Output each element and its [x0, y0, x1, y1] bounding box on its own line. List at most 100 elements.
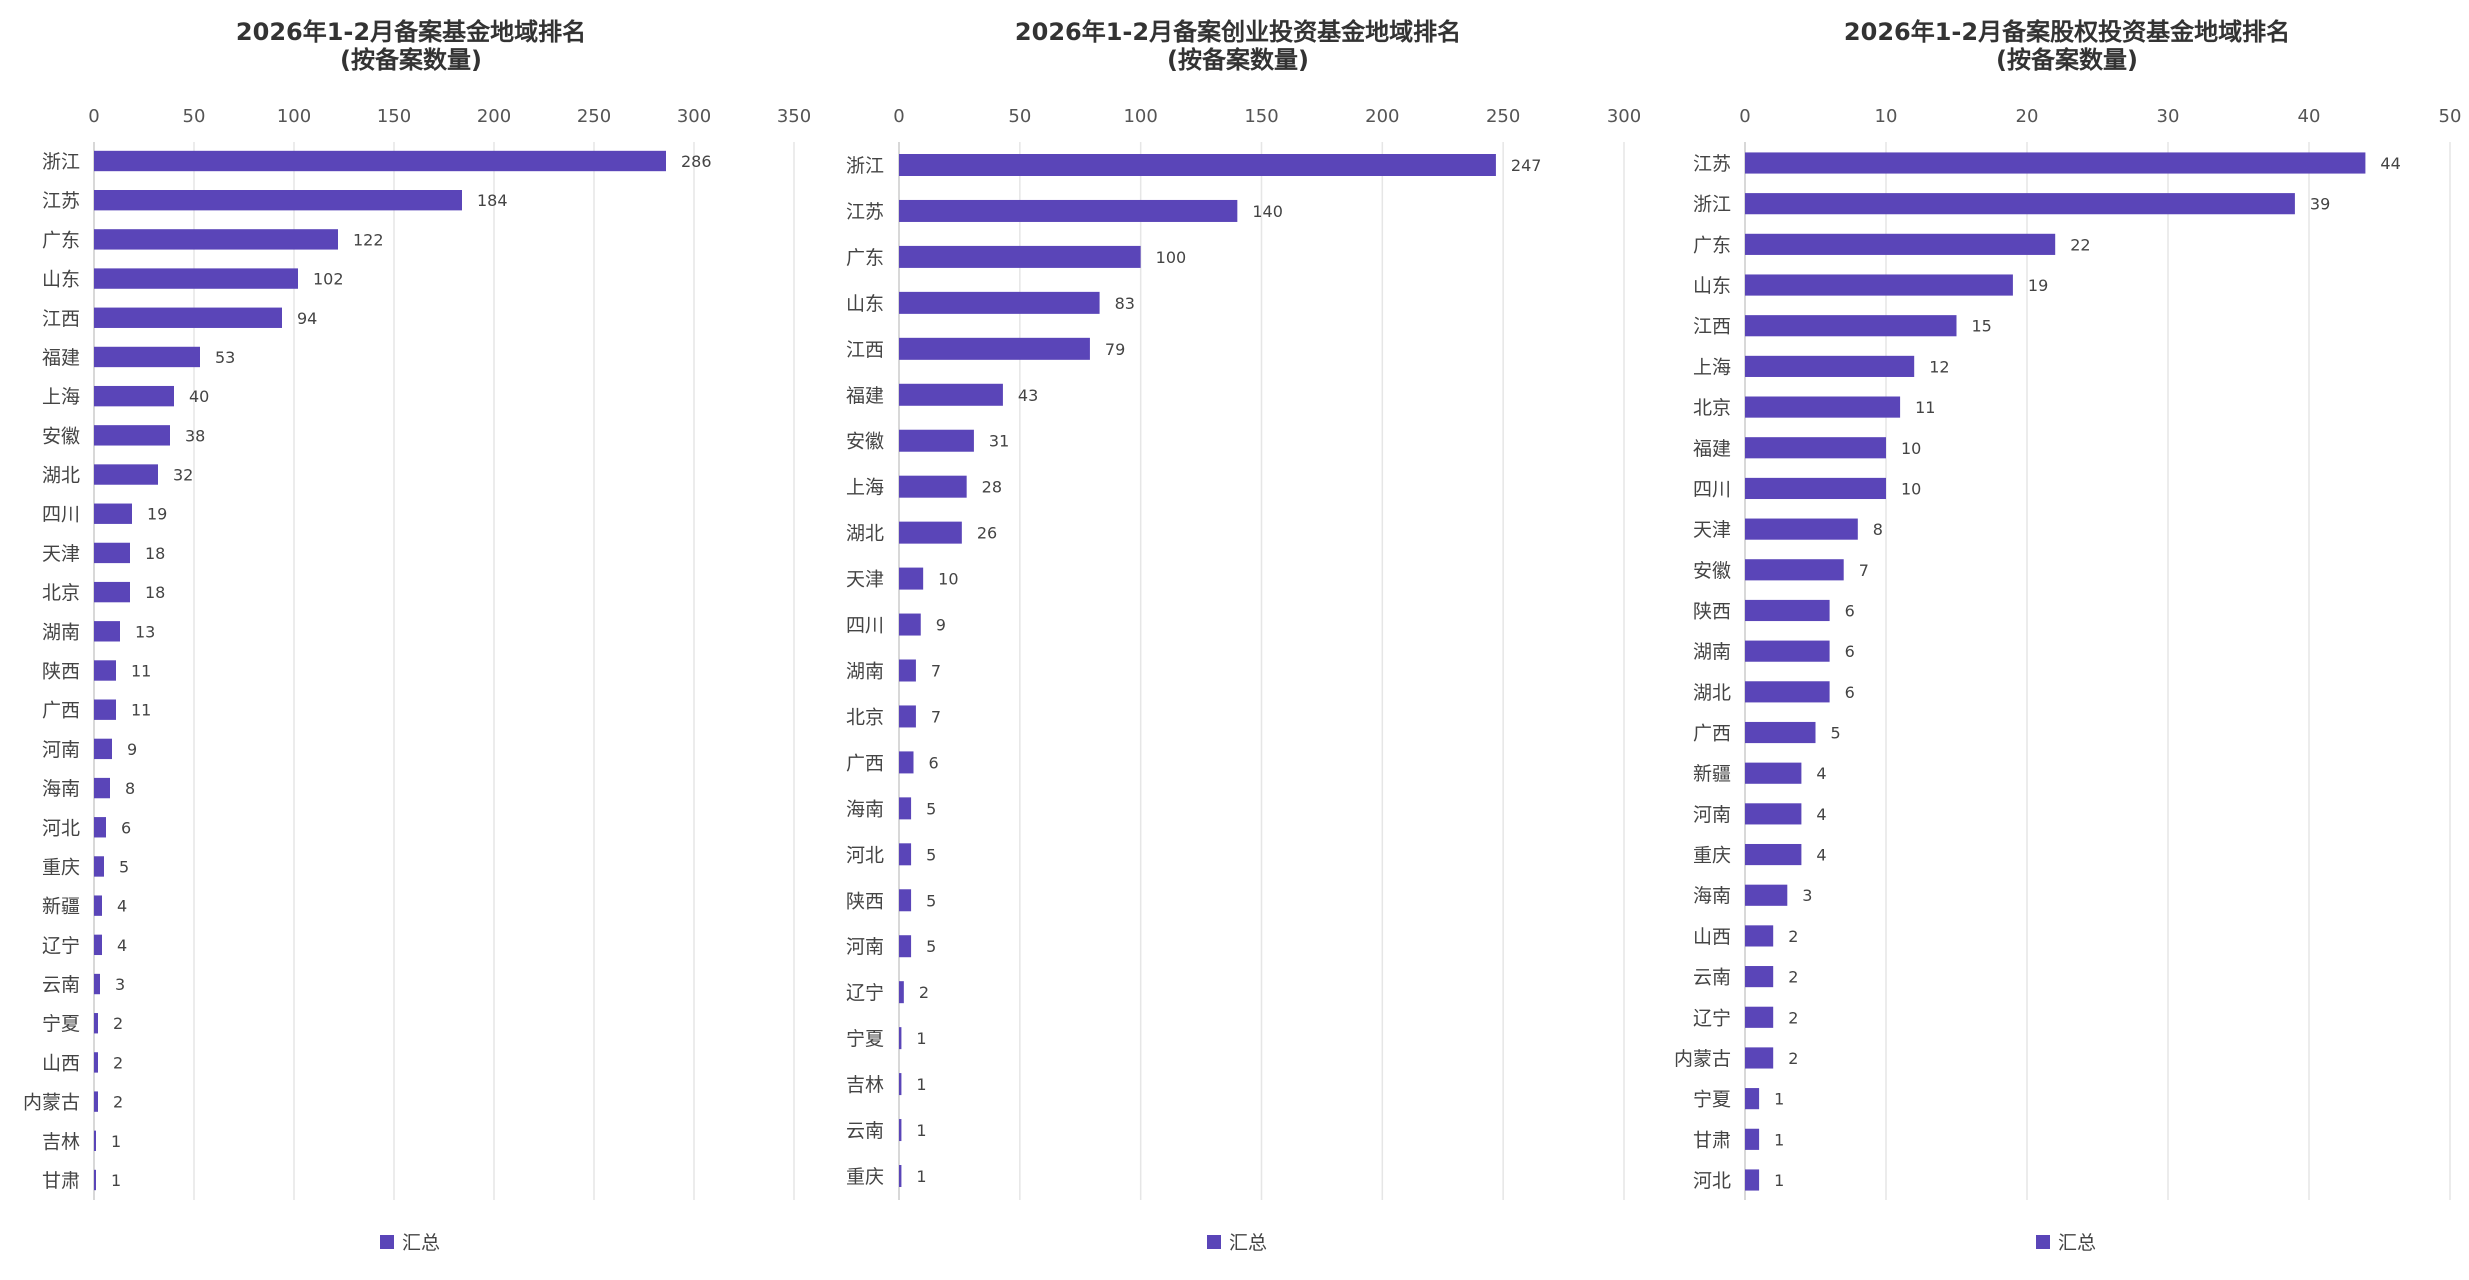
data-label: 1: [916, 1167, 926, 1186]
category-label: 云南: [1693, 967, 1731, 989]
category-label: 四川: [42, 504, 80, 526]
category-label: 福建: [42, 347, 80, 369]
data-label: 83: [1115, 294, 1135, 313]
data-label: 7: [1859, 561, 1869, 580]
bar: [899, 659, 916, 682]
category-label: 河北: [42, 817, 80, 839]
category-label: 湖南: [1693, 641, 1731, 663]
category-label: 甘肃: [1693, 1129, 1731, 1151]
chart-subtitle: (按备案数量): [1167, 46, 1309, 74]
bar: [94, 464, 158, 485]
bar: [94, 1052, 98, 1073]
x-tick-label: 200: [1365, 106, 1399, 127]
category-label: 吉林: [42, 1131, 80, 1153]
bar: [899, 567, 924, 590]
x-tick-label: 0: [88, 106, 99, 127]
data-label: 5: [1831, 724, 1841, 743]
x-tick-label: 0: [893, 106, 904, 127]
category-label: 海南: [1693, 885, 1731, 907]
x-tick-label: 300: [677, 106, 711, 127]
data-label: 1: [1774, 1090, 1784, 1109]
data-label: 2: [113, 1053, 123, 1072]
data-label: 2: [113, 1014, 123, 1033]
bar: [899, 291, 1100, 314]
legend-swatch: [1207, 1235, 1221, 1249]
chart-title: 2026年1-2月备案股权投资基金地域排名: [1844, 18, 2290, 46]
data-label: 5: [926, 937, 936, 956]
category-label: 云南: [846, 1120, 884, 1142]
bar: [899, 935, 912, 958]
category-label: 湖北: [846, 523, 884, 545]
data-label: 6: [1845, 601, 1855, 620]
bar: [1745, 233, 2056, 255]
legend-label: 汇总: [1229, 1232, 1267, 1254]
category-label: 新疆: [42, 896, 80, 918]
category-label: 河南: [42, 739, 80, 761]
bar: [94, 738, 112, 760]
chart-title: 2026年1-2月备案创业投资基金地域排名: [1015, 18, 1461, 46]
category-label: 福建: [846, 385, 884, 407]
data-label: 19: [2028, 276, 2048, 295]
category-label: 上海: [1693, 356, 1731, 378]
category-label: 江苏: [1693, 153, 1731, 175]
chart-equity-fund-region-ranking: 2026年1-2月备案股权投资基金地域排名 (按备案数量) 0 10 20 30 40 5…: [1674, 18, 2461, 1254]
bar: [899, 889, 912, 912]
data-label: 184: [477, 191, 508, 210]
data-label: 13: [135, 622, 155, 641]
category-label: 山东: [1693, 275, 1731, 297]
data-label: 10: [938, 570, 958, 589]
bar: [94, 581, 130, 603]
category-label: 上海: [846, 477, 884, 499]
data-label: 1: [1774, 1130, 1784, 1149]
bar: [899, 1073, 902, 1096]
legend-label: 汇总: [402, 1232, 440, 1254]
bar: [899, 797, 912, 820]
data-label: 2: [1788, 1008, 1798, 1027]
category-label: 陕西: [42, 661, 80, 683]
chart-title: 2026年1-2月备案基金地域排名: [236, 18, 586, 46]
data-label: 2: [1788, 968, 1798, 987]
data-label: 2: [1788, 927, 1798, 946]
bar: [94, 385, 174, 407]
category-label: 海南: [846, 798, 884, 820]
data-label: 6: [1845, 642, 1855, 661]
category-label: 福建: [1693, 438, 1731, 460]
bar: [1745, 315, 1957, 337]
bar: [94, 268, 298, 289]
category-label: 安徽: [42, 425, 80, 447]
bar: [1745, 640, 1830, 662]
bar: [1745, 599, 1830, 622]
category-label: 河南: [846, 936, 884, 958]
category-label: 湖北: [42, 465, 80, 487]
data-label: 1: [916, 1121, 926, 1140]
category-label: 云南: [42, 974, 80, 996]
category-label: 浙江: [1693, 194, 1731, 216]
bar: [1745, 1006, 1774, 1028]
data-label: 247: [1511, 156, 1542, 175]
bar: [94, 895, 102, 916]
data-label: 5: [119, 857, 129, 876]
category-label: 重庆: [1693, 845, 1731, 867]
category-label: 重庆: [846, 1166, 884, 1188]
bar: [1745, 355, 1915, 377]
bar: [899, 843, 912, 866]
bar: [899, 154, 1496, 176]
data-label: 2: [113, 1093, 123, 1112]
bar: [899, 1119, 902, 1142]
bar: [1745, 518, 1858, 540]
data-label: 1: [111, 1132, 121, 1151]
category-label: 湖北: [1693, 682, 1731, 704]
x-tick-label: 250: [577, 106, 611, 127]
category-label: 浙江: [846, 155, 884, 177]
category-label: 广西: [846, 752, 884, 774]
category-label: 河南: [1693, 804, 1731, 826]
category-label: 江西: [42, 308, 80, 330]
data-label: 286: [681, 152, 712, 171]
category-label: 甘肃: [42, 1170, 80, 1192]
data-label: 10: [1901, 439, 1921, 458]
bar: [94, 542, 130, 564]
data-label: 7: [931, 707, 941, 726]
bar: [94, 621, 120, 642]
